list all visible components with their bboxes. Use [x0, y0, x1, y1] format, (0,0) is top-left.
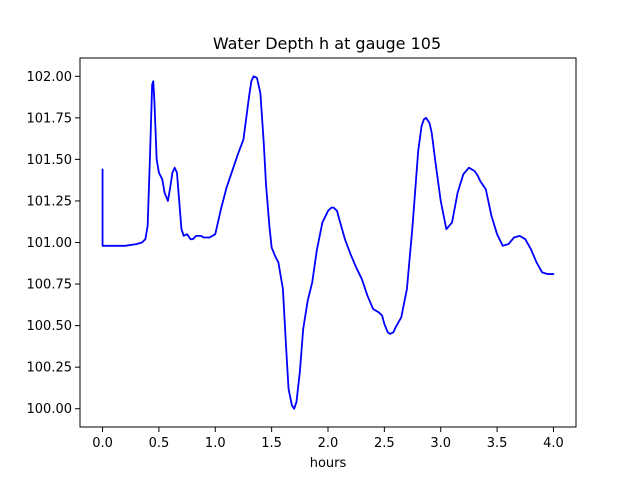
y-tick-label: 100.00 — [27, 402, 73, 417]
x-tick-label: 1.0 — [205, 436, 226, 451]
x-tick-label: 2.0 — [318, 436, 339, 451]
y-tick-label: 101.00 — [27, 236, 73, 251]
x-tick-label: 1.5 — [261, 436, 282, 451]
y-tick-label: 101.50 — [27, 153, 73, 168]
x-tick-label: 3.0 — [430, 436, 451, 451]
y-axis-ticks: 100.00 100.25 100.50 100.75 101.00 101.25 101.… — [27, 70, 80, 417]
plot-area — [101, 75, 555, 410]
x-tick-label: 0.0 — [92, 436, 113, 451]
chart-title: Water Depth h at gauge 105 — [213, 34, 441, 53]
y-tick-label: 100.75 — [27, 278, 73, 293]
axes-frame — [79, 57, 577, 428]
y-tick-label: 101.75 — [27, 111, 73, 126]
y-tick-label: 101.25 — [27, 194, 73, 209]
x-axis-ticks: 0.0 0.5 1.0 1.5 2.0 2.5 3.0 3.5 4.0 — [92, 427, 564, 451]
y-tick-label: 100.25 — [27, 361, 73, 376]
x-tick-label: 4.0 — [543, 436, 564, 451]
y-tick-label: 102.00 — [27, 70, 73, 85]
y-tick-label: 100.50 — [27, 319, 73, 334]
x-tick-label: 3.5 — [487, 436, 508, 451]
series-line-0 — [101, 75, 555, 410]
x-tick-label: 0.5 — [149, 436, 170, 451]
x-axis-label: hours — [310, 456, 347, 471]
x-tick-label: 2.5 — [374, 436, 395, 451]
